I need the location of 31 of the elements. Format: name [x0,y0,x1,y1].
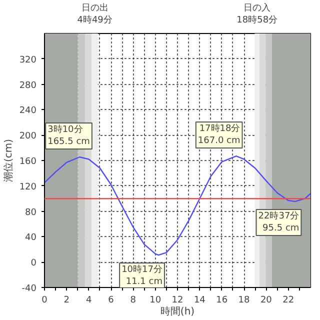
x-tick-label: 8 [130,296,136,306]
y-tick-label: 120 [19,182,37,192]
line-series [44,155,310,256]
x-tick-label: 10 [150,296,162,306]
x-tick-label: 2 [64,296,70,306]
x-tick-label: 14 [194,296,206,306]
y-tick-label: 0 [30,258,37,269]
annotation: 10時17分 11.1 cm [122,264,162,288]
y-axis-title: 潮位(cm) [2,138,14,182]
annotation: 22時37分 95.5 cm [258,210,300,234]
x-tick-label: 6 [108,296,114,306]
x-axis-title: 時間(h) [160,306,195,318]
y-tick-label: 80 [25,208,37,218]
y-tick-label: -40 [22,284,37,294]
x-tick-label: 16 [216,296,228,306]
y-tick-label: 320 [19,55,37,66]
x-tick-label: 18 [238,296,250,306]
x-tick-label: 22 [282,296,294,306]
x-tick-label: 4 [86,296,92,306]
band-label: 日の入 18時58分 [236,2,278,26]
y-tick-label: 280 [19,80,37,91]
annotation: 3時10分 165.5 cm [48,124,90,148]
band-label: 日の出 4時49分 [77,2,112,26]
y-tick-label: 240 [19,106,37,116]
x-tick-label: 20 [260,296,272,306]
y-tick-label: 40 [25,233,37,244]
y-tick-label: 200 [19,132,37,142]
annotation: 17時18分 167.0 cm [198,123,240,146]
x-tick-label: 12 [172,296,184,306]
x-tick-label: 0 [42,296,48,306]
y-tick-label: 160 [19,157,37,167]
